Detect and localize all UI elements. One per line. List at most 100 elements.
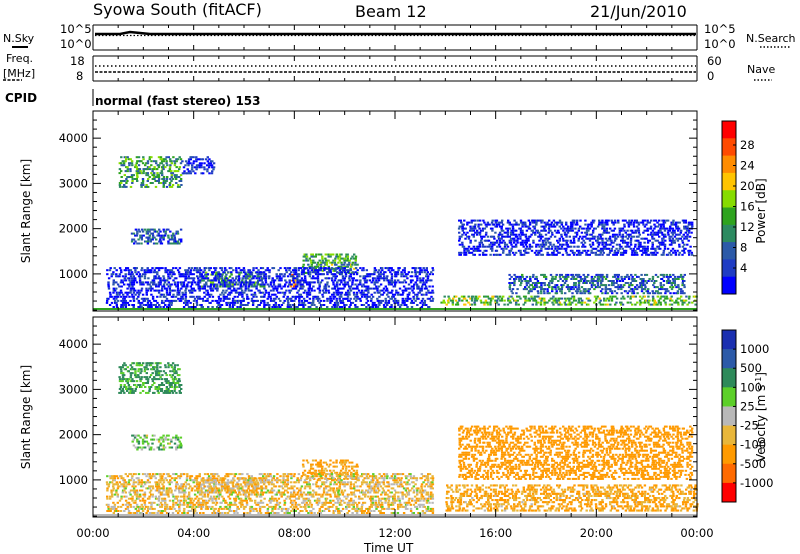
- scatter-cell: [294, 271, 298, 274]
- scatter-cell: [469, 303, 472, 306]
- scatter-cell: [279, 299, 282, 302]
- scatter-cell: [530, 245, 534, 248]
- scatter-cell: [354, 279, 357, 282]
- scatter-cell: [178, 176, 181, 178]
- scatter-cell: [135, 380, 139, 383]
- scatter-cell: [564, 292, 567, 295]
- scatter-cell: [129, 364, 132, 367]
- scatter-cell: [401, 281, 405, 284]
- scatter-cell: [131, 378, 134, 381]
- scatter-cell: [653, 303, 656, 306]
- scatter-cell: [660, 278, 664, 280]
- scatter-cell: [409, 279, 413, 282]
- scatter-cell: [537, 243, 540, 246]
- scatter-cell: [395, 281, 398, 284]
- scatter-cell: [495, 239, 499, 242]
- scatter-cell: [340, 281, 343, 284]
- scatter-cell: [364, 289, 367, 292]
- scatter-cell: [340, 257, 343, 260]
- scatter-cell: [572, 237, 576, 240]
- scatter-cell: [159, 230, 162, 233]
- scatter-cell: [475, 231, 479, 234]
- scatter-cell: [242, 275, 245, 278]
- scatter-cell: [390, 277, 393, 280]
- scatter-cell: [569, 286, 573, 289]
- scatter-cell: [108, 291, 112, 294]
- scatter-cell: [643, 288, 647, 291]
- scatter-cell: [533, 227, 536, 230]
- scatter-cell: [546, 290, 549, 293]
- scatter-cell: [613, 233, 616, 236]
- scatter-cell: [387, 281, 391, 284]
- scatter-cell: [241, 289, 244, 292]
- scatter-cell: [268, 285, 271, 288]
- scatter-cell: [175, 160, 178, 163]
- scatter-cell: [214, 267, 218, 270]
- scatter-cell: [163, 180, 167, 182]
- scatter-cell: [660, 241, 664, 244]
- scatter-cell: [404, 281, 408, 284]
- scatter-cell: [590, 286, 594, 289]
- scatter-cell: [154, 283, 158, 286]
- scatter-cell: [293, 295, 296, 298]
- scatter-cell: [244, 275, 247, 278]
- scatter-cell: [632, 231, 636, 234]
- scatter-cell: [160, 160, 164, 163]
- scatter-cell: [604, 221, 607, 224]
- scatter-cell: [522, 245, 525, 248]
- scatter-cell: [540, 221, 543, 224]
- scatter-cell: [220, 267, 224, 270]
- scatter-cell: [629, 282, 632, 284]
- scatter-cell: [357, 283, 360, 286]
- scatter-cell: [246, 273, 249, 276]
- scatter-cell: [645, 223, 648, 226]
- scatter-cell: [683, 251, 686, 254]
- scatter-cell: [607, 299, 611, 302]
- scatter-cell: [151, 368, 154, 371]
- scatter-cell: [106, 273, 109, 276]
- scatter-cell: [501, 223, 505, 226]
- scatter-cell: [621, 237, 624, 240]
- scatter-cell: [587, 223, 590, 226]
- scatter-cell: [137, 293, 141, 296]
- scatter-cell: [609, 303, 612, 306]
- scatter-cell: [538, 245, 541, 248]
- scatter-cell: [203, 267, 206, 270]
- scatter-cell: [149, 287, 153, 290]
- scatter-cell: [338, 279, 341, 282]
- scatter-cell: [324, 267, 327, 270]
- scatter-cell: [548, 292, 551, 295]
- scatter-cell: [617, 273, 620, 276]
- scatter-cell: [224, 291, 227, 294]
- scatter-cell: [519, 241, 522, 244]
- scatter-cell: [247, 283, 250, 286]
- scatter-cell: [127, 158, 131, 161]
- scatter-cell: [307, 289, 310, 292]
- scatter-cell: [470, 299, 474, 302]
- scatter-cell: [373, 267, 377, 270]
- scatter-cell: [354, 267, 358, 270]
- scatter-cell: [132, 287, 136, 290]
- scatter-cell: [560, 286, 564, 289]
- scatter-cell: [217, 295, 220, 298]
- scatter-cell: [529, 288, 532, 291]
- scatter-cell: [134, 228, 138, 231]
- scatter-cell: [249, 273, 252, 276]
- scatter-cell: [212, 271, 216, 274]
- scatter-cell: [673, 301, 676, 304]
- scatter-cell: [318, 287, 321, 290]
- scatter-cell: [336, 271, 339, 274]
- scatter-cell: [605, 273, 609, 276]
- scatter-cell: [187, 271, 191, 274]
- scatter-cell: [130, 162, 134, 165]
- scatter-cell: [299, 279, 302, 282]
- scatter-cell: [661, 219, 664, 222]
- scatter-cell: [560, 284, 563, 287]
- scatter-cell: [556, 247, 560, 250]
- scatter-cell: [519, 229, 523, 232]
- scatter-cell: [131, 180, 134, 182]
- scatter-cell: [176, 285, 179, 288]
- scatter-cell: [539, 290, 543, 293]
- scatter-cell: [241, 295, 244, 298]
- scatter-cell: [299, 304, 302, 306]
